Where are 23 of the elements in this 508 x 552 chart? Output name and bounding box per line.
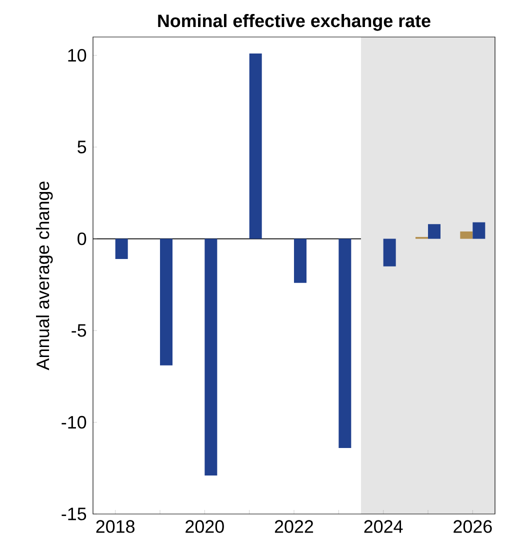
y-tick-label: 0 <box>78 232 86 246</box>
bar <box>204 238 218 476</box>
bar <box>472 222 486 239</box>
y-tick-label: -5 <box>72 324 86 337</box>
y-axis-title: Annual average change <box>36 182 53 370</box>
bar <box>338 238 352 448</box>
bar <box>115 238 128 259</box>
y-tick-label: -15 <box>62 508 86 520</box>
bar <box>460 231 473 239</box>
bar <box>249 54 262 239</box>
chart-title: Nominal effective exchange rate <box>158 14 430 31</box>
x-tick-label: 2022 <box>274 520 314 533</box>
bar <box>160 238 173 366</box>
x-tick-label: 2018 <box>96 520 134 533</box>
bar <box>428 224 441 239</box>
x-tick-label: 2020 <box>186 520 224 533</box>
y-tick-label: -10 <box>62 416 86 429</box>
bar <box>294 238 307 283</box>
x-tick-label: 2024 <box>364 520 403 533</box>
bar <box>383 238 396 266</box>
y-tick-label: 5 <box>78 140 86 154</box>
y-tick-label: 10 <box>68 48 86 62</box>
x-tick-label: 2026 <box>454 520 492 533</box>
